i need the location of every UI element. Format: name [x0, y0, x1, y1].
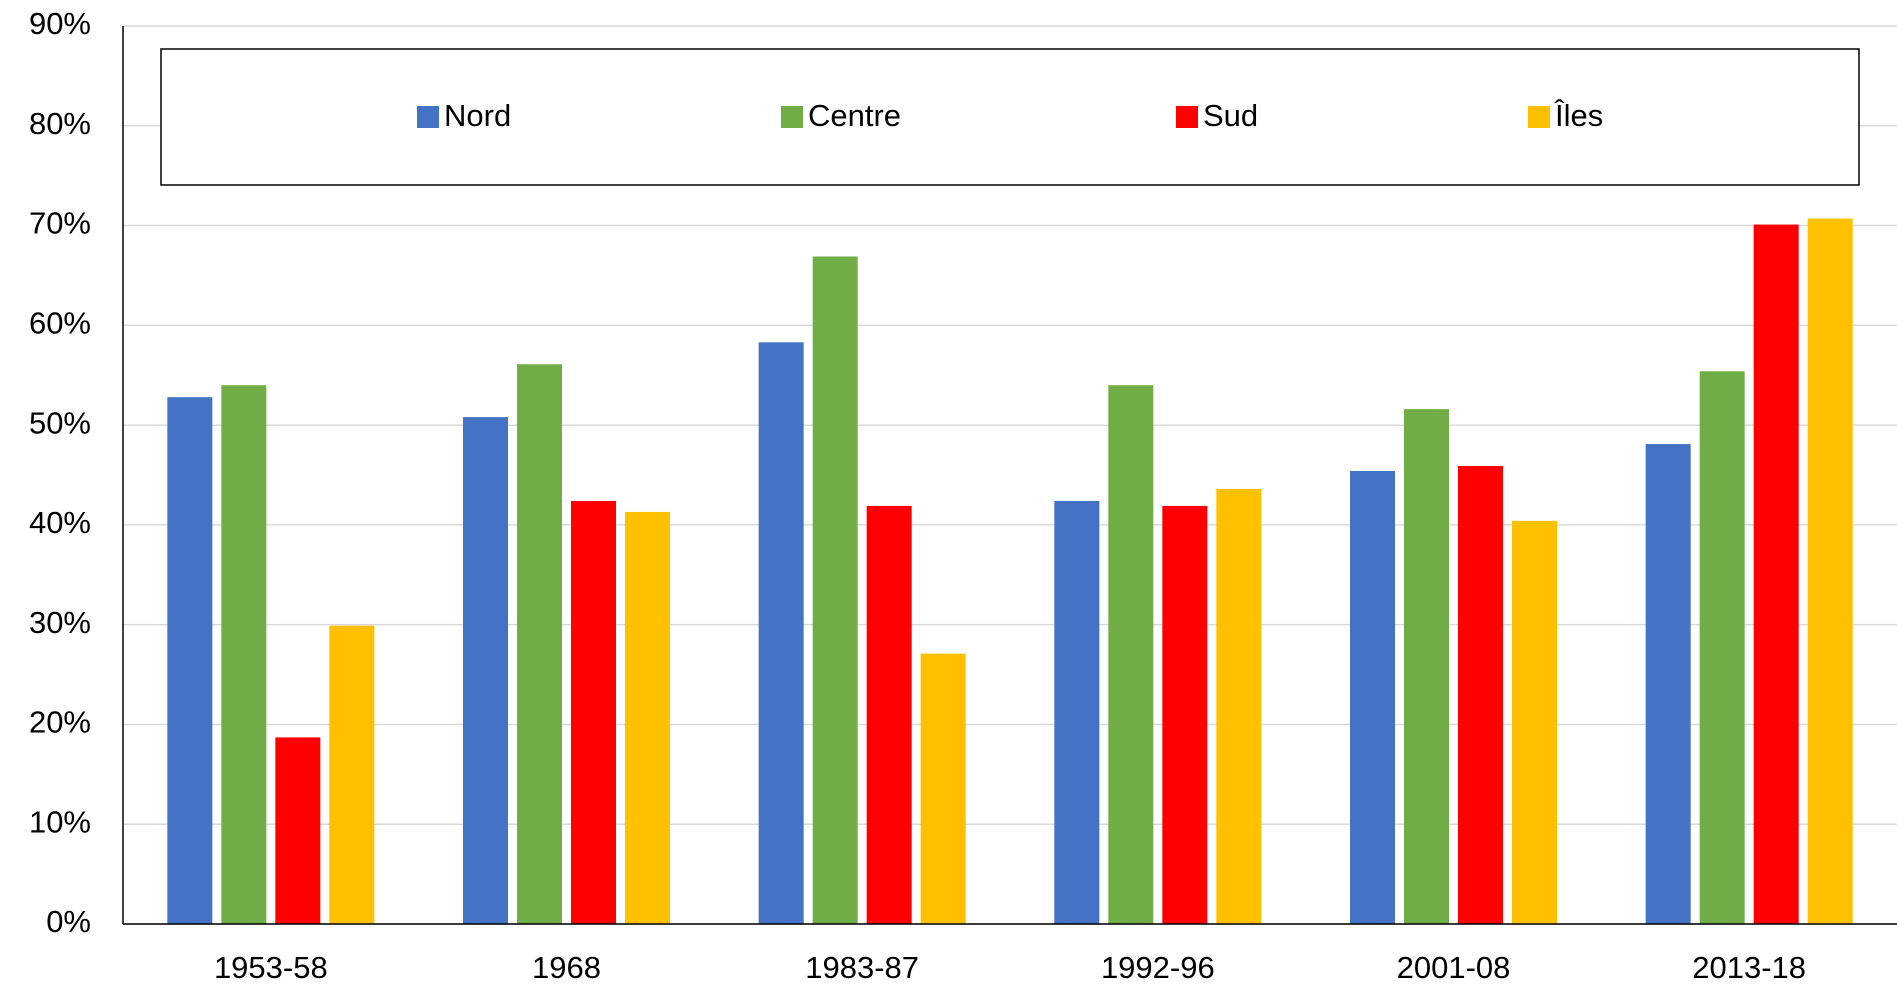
y-tick-label: 40% — [29, 505, 91, 540]
y-tick-label: 90% — [29, 6, 91, 41]
bar — [920, 653, 966, 924]
bar — [812, 256, 858, 924]
x-tick-label: 2001-08 — [1397, 950, 1511, 985]
legend-swatch — [781, 106, 803, 128]
bar — [571, 500, 616, 924]
y-tick-label: 70% — [29, 206, 91, 241]
bar — [517, 364, 562, 924]
legend-swatch — [1528, 106, 1550, 128]
x-tick-label: 1983-87 — [805, 950, 919, 985]
legend-label: Nord — [444, 98, 511, 133]
bar — [1753, 224, 1799, 924]
x-tick-label: 1992-96 — [1101, 950, 1215, 985]
x-tick-label: 2013-18 — [1692, 950, 1806, 985]
bar — [625, 511, 670, 924]
x-tick-label: 1953-58 — [214, 950, 328, 985]
legend-swatch — [417, 106, 439, 128]
bar — [758, 342, 804, 925]
bar — [1404, 409, 1449, 924]
bar — [167, 397, 213, 924]
legend-box — [160, 48, 1860, 186]
y-tick-label: 50% — [29, 405, 91, 440]
y-tick-label: 30% — [29, 605, 91, 640]
legend-label: Centre — [808, 98, 901, 133]
y-tick-label: 10% — [29, 804, 91, 839]
legend-swatch — [1176, 106, 1198, 128]
bar — [1162, 505, 1208, 924]
legend-label: Sud — [1203, 98, 1258, 133]
bar — [221, 385, 267, 924]
bar — [329, 625, 375, 924]
bar — [1054, 500, 1100, 924]
bar — [1108, 385, 1154, 924]
y-tick-label: 20% — [29, 705, 91, 740]
bar — [1458, 466, 1503, 924]
bar — [275, 737, 321, 924]
bar — [1807, 218, 1853, 924]
bar — [1512, 520, 1557, 924]
y-tick-label: 80% — [29, 106, 91, 141]
bar — [866, 505, 912, 924]
y-tick-label: 60% — [29, 306, 91, 341]
bar — [1699, 371, 1745, 925]
bar — [463, 417, 508, 924]
x-tick-label: 1968 — [532, 950, 601, 985]
bar — [1645, 444, 1691, 924]
bar — [1216, 488, 1262, 924]
bar — [1350, 471, 1395, 924]
legend-label: Îles — [1554, 98, 1603, 133]
y-tick-label: 0% — [46, 904, 91, 939]
